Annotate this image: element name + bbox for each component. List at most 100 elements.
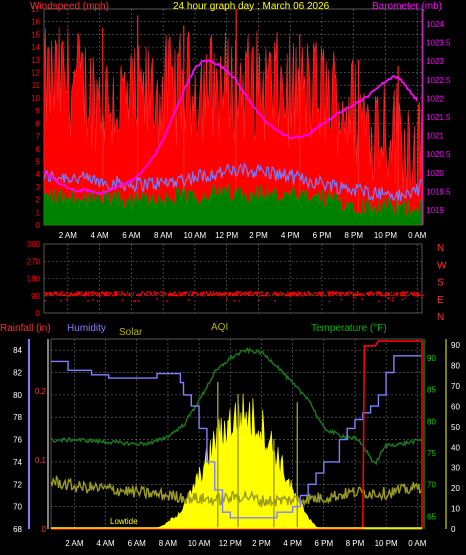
solar-y-tick-label: 20 <box>451 484 460 493</box>
direction-point <box>368 294 371 296</box>
wind-y-tick-label: 2 <box>36 196 41 205</box>
direction-point <box>308 293 311 296</box>
direction-point <box>239 291 241 294</box>
direction-point <box>168 293 170 295</box>
direction-point <box>359 294 361 297</box>
direction-point <box>92 299 94 301</box>
x-tick-label-top: 6 AM <box>122 231 141 240</box>
direction-point <box>400 294 402 297</box>
direction-point <box>330 291 332 294</box>
direction-point <box>182 292 184 294</box>
x-tick-label-top: 10 PM <box>374 231 397 240</box>
direction-point <box>361 298 363 301</box>
direction-point <box>354 293 356 296</box>
direction-point <box>97 292 100 295</box>
temp-y-tick-label: 84 <box>13 346 22 355</box>
direction-point <box>277 293 279 296</box>
direction-point <box>236 291 238 293</box>
direction-point <box>146 293 148 295</box>
direction-point <box>69 293 72 295</box>
direction-point <box>232 292 234 295</box>
direction-point <box>87 293 89 296</box>
direction-point <box>351 291 353 294</box>
direction-point <box>367 292 369 294</box>
solar-y-tick-label: 90 <box>451 341 460 350</box>
humidity-legend: Humidity <box>67 323 106 334</box>
direction-point <box>401 291 404 293</box>
direction-point <box>402 294 404 296</box>
temp-y-tick-label: 78 <box>13 413 22 422</box>
direction-point <box>386 294 388 296</box>
direction-point <box>104 293 106 296</box>
direction-point <box>387 293 389 296</box>
direction-point <box>354 294 356 297</box>
direction-point <box>300 292 303 295</box>
direction-point <box>330 294 332 297</box>
direction-point <box>347 292 349 295</box>
temperature-right-tick-label: 65 <box>427 512 436 521</box>
direction-point <box>242 293 244 295</box>
direction-point <box>274 300 276 302</box>
direction-point <box>104 292 106 294</box>
direction-point <box>237 291 239 293</box>
barometer-y-tick-label: 1022.5 <box>426 76 451 85</box>
direction-point <box>101 291 104 293</box>
direction-point <box>334 293 336 295</box>
direction-point <box>153 291 155 293</box>
direction-point <box>410 292 413 294</box>
direction-point <box>105 293 107 295</box>
direction-point <box>106 291 108 293</box>
direction-point <box>289 293 291 295</box>
direction-point <box>193 291 196 294</box>
x-tick-label-top: 8 PM <box>344 231 363 240</box>
direction-point <box>365 292 368 295</box>
solar-y-tick-label: 60 <box>451 402 460 411</box>
direction-point <box>258 299 260 301</box>
direction-point <box>373 293 375 295</box>
direction-point <box>368 291 371 293</box>
direction-point <box>75 293 78 295</box>
direction-point <box>146 294 148 297</box>
wind-y-tick-label: 17 <box>31 5 40 14</box>
direction-point <box>266 291 268 294</box>
x-tick-label-top: 10 AM <box>184 231 207 240</box>
direction-point <box>384 294 386 297</box>
direction-point <box>70 292 73 294</box>
x-tick-label-bottom: 8 PM <box>346 539 365 548</box>
direction-point <box>121 299 124 302</box>
direction-point <box>256 292 259 294</box>
direction-point <box>316 292 318 295</box>
direction-point <box>73 293 75 295</box>
direction-point <box>108 294 110 297</box>
direction-point <box>292 291 294 294</box>
direction-point <box>335 292 337 294</box>
direction-point <box>174 291 176 293</box>
direction-point <box>107 292 109 294</box>
wind-y-tick-label: 8 <box>36 119 41 128</box>
direction-point <box>235 293 237 296</box>
direction-point <box>218 294 220 297</box>
direction-point <box>368 293 370 296</box>
direction-point <box>154 294 156 296</box>
direction-point <box>320 292 322 295</box>
direction-point <box>387 292 389 294</box>
direction-point <box>85 294 87 296</box>
direction-y-tick-label: 180 <box>27 275 41 284</box>
direction-point <box>388 292 390 295</box>
lowtide-label: Lowtide <box>110 517 138 526</box>
direction-point <box>52 294 55 297</box>
barometer-y-tick-label: 1019 <box>426 206 444 215</box>
direction-point <box>129 293 132 296</box>
wind-y-tick-label: 7 <box>36 132 41 141</box>
direction-point <box>185 292 187 294</box>
x-tick-label-top: 4 AM <box>90 231 109 240</box>
direction-point <box>192 294 194 296</box>
wind-y-tick-label: 11 <box>32 81 41 90</box>
direction-point <box>137 300 140 302</box>
direction-point <box>396 294 398 297</box>
direction-point <box>156 297 158 300</box>
direction-point <box>71 294 74 296</box>
direction-point <box>206 292 208 294</box>
barometer-y-tick-label: 1023.5 <box>426 39 451 48</box>
direction-point <box>395 292 398 295</box>
